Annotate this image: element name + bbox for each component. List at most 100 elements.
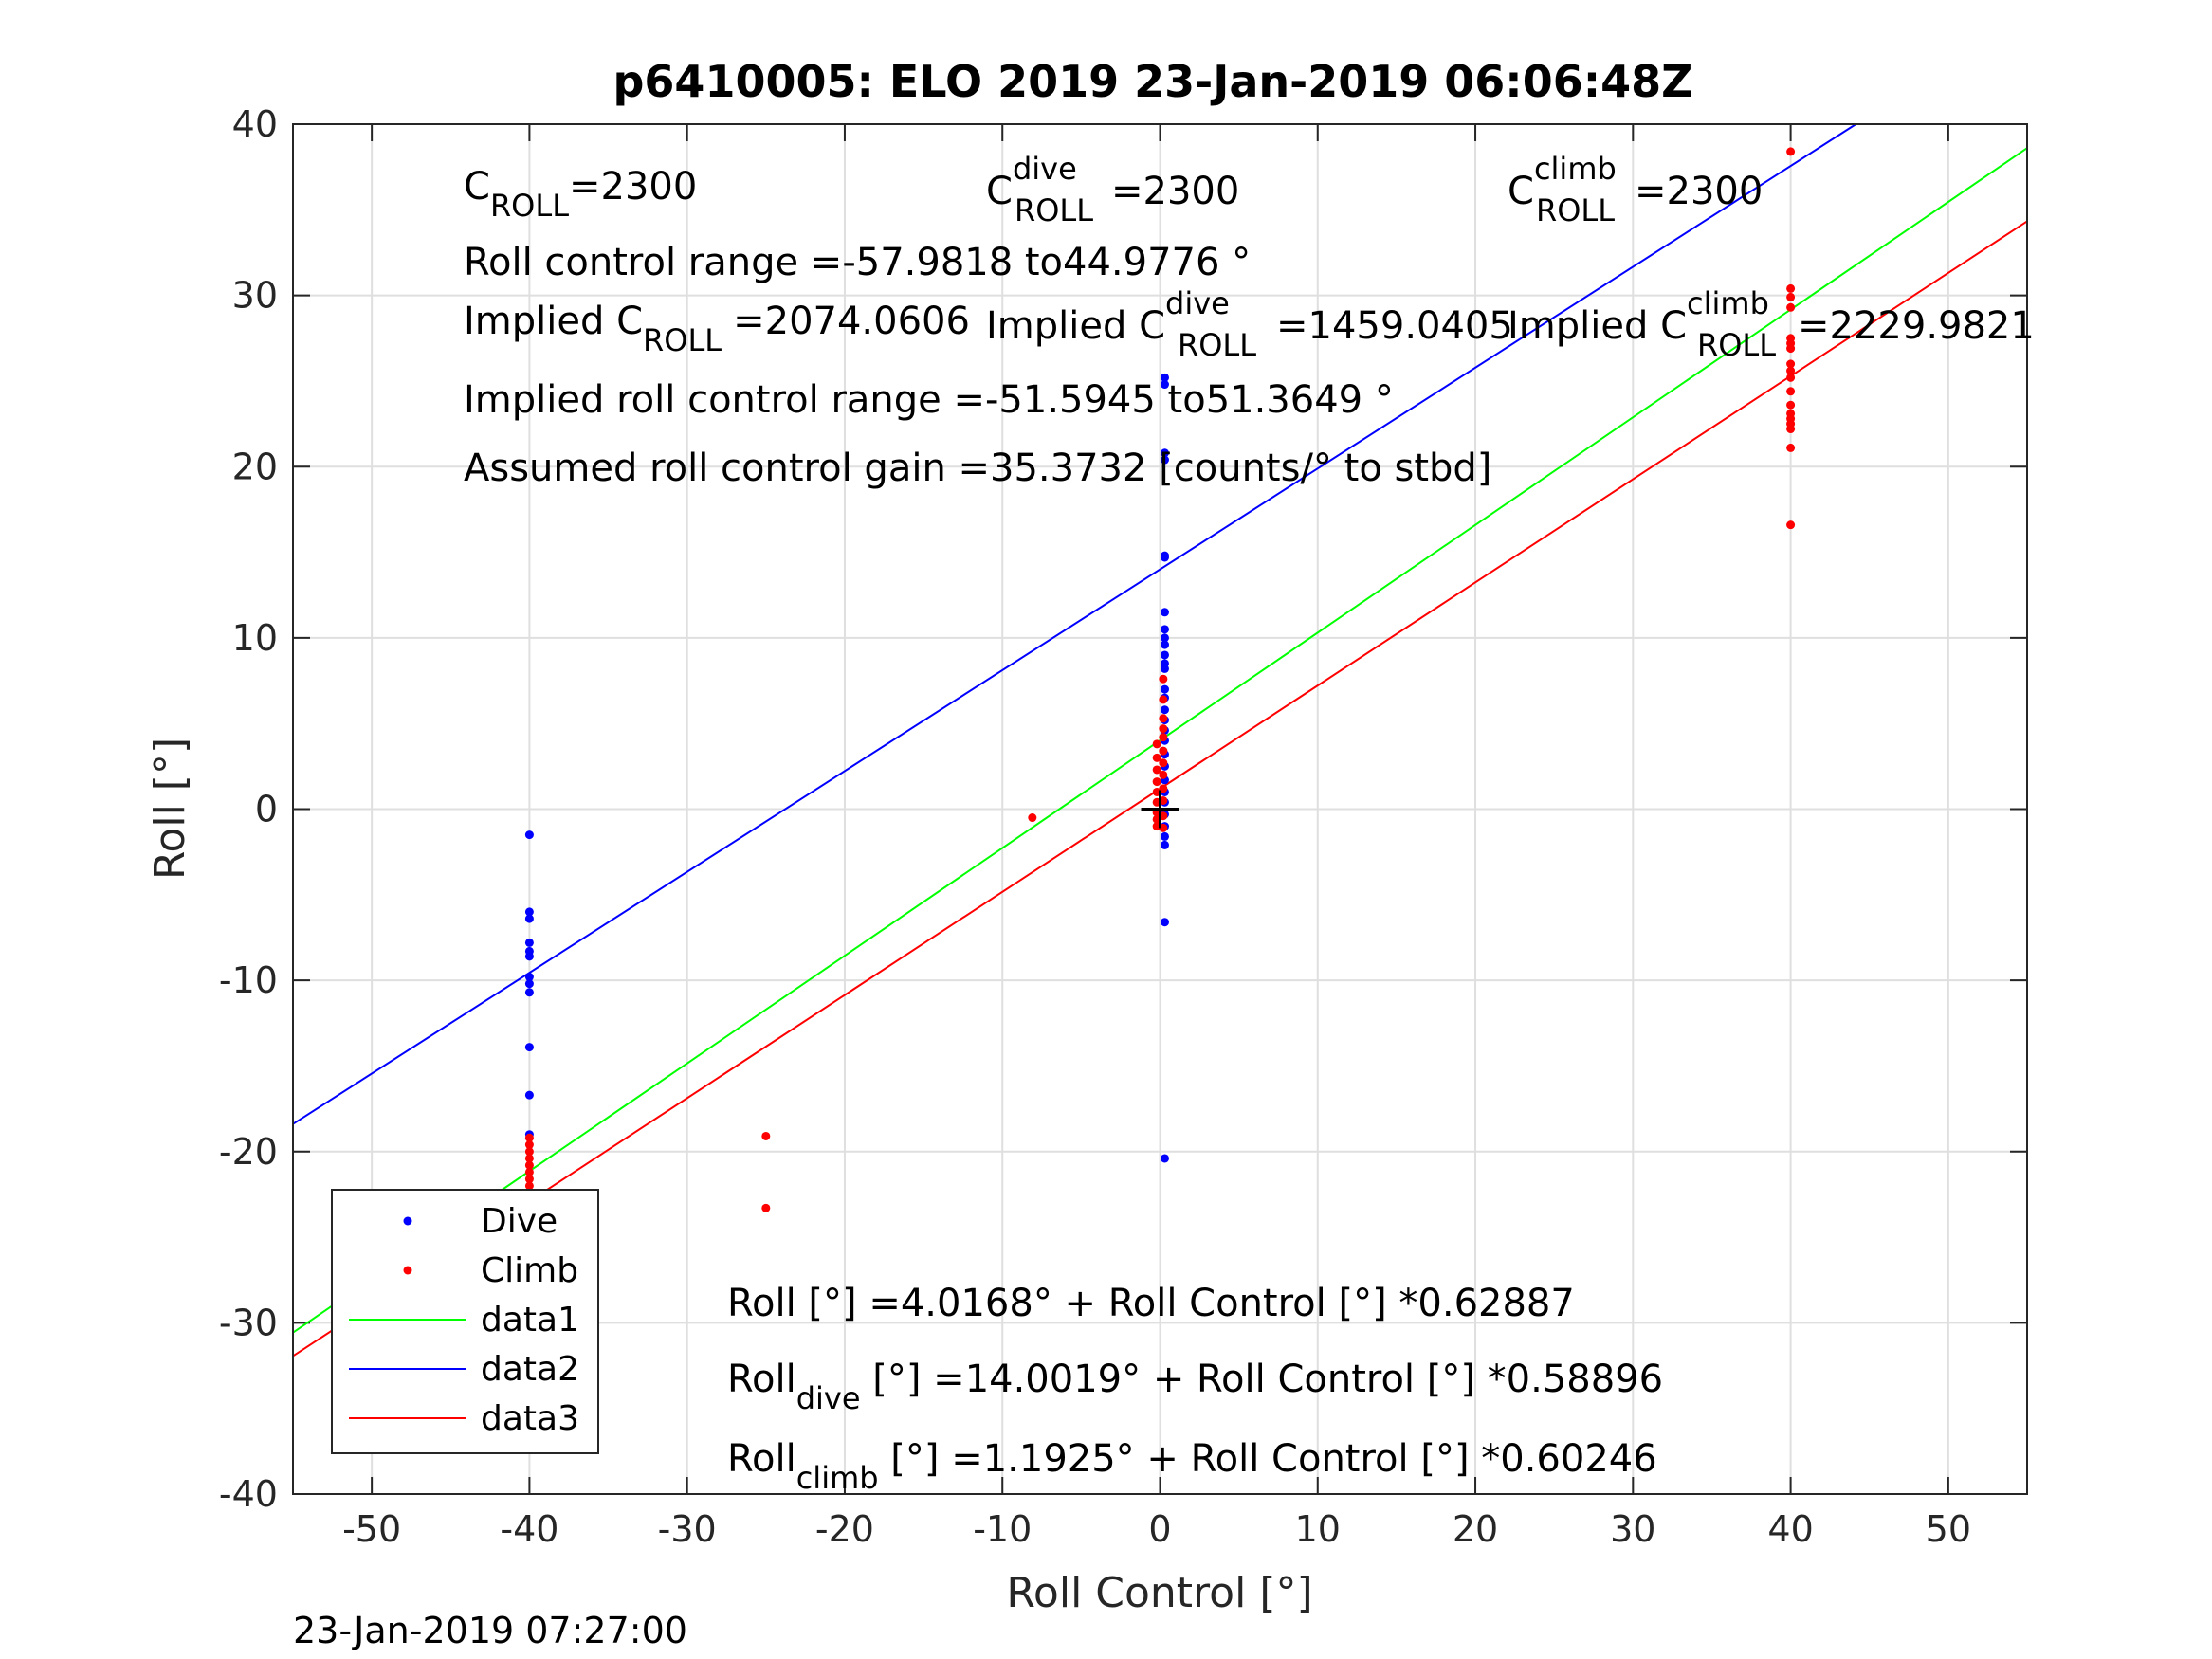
climb-point — [1159, 714, 1168, 723]
dive-point — [524, 973, 534, 982]
y-tick-label: 0 — [255, 789, 278, 830]
x-tick-label: -50 — [342, 1508, 401, 1550]
climb-point — [524, 1154, 534, 1163]
climb-point — [1159, 758, 1168, 768]
climb-point — [1152, 739, 1161, 749]
climb-point — [1786, 302, 1796, 312]
climb-point — [1159, 733, 1168, 742]
climb-point — [524, 1167, 534, 1176]
legend-marker-dive — [403, 1216, 412, 1226]
climb-point — [524, 1140, 534, 1150]
dive-point — [1160, 448, 1169, 458]
assumed-roll-control-gain: Assumed roll control gain =35.3732 [coun… — [464, 447, 1491, 490]
implied-roll-control-range: Implied roll control range =-51.5945 to5… — [464, 378, 1394, 422]
climb-point — [1159, 724, 1168, 734]
climb-point — [524, 1175, 534, 1184]
x-tick-label: -40 — [500, 1508, 558, 1550]
dive-point — [1160, 918, 1169, 927]
climb-point — [1152, 753, 1161, 762]
legend-marker-climb — [403, 1266, 412, 1275]
y-tick-label: -20 — [219, 1131, 278, 1173]
legend: Dive Climb data1 data2 data3 — [331, 1189, 599, 1454]
equation-all: Roll [°] =4.0168° + Roll Control [°] *0.… — [727, 1282, 1575, 1325]
legend-label-data2: data2 — [481, 1350, 579, 1389]
legend-label-dive: Dive — [481, 1202, 558, 1241]
dive-point — [1160, 373, 1169, 382]
legend-label-data1: data1 — [481, 1301, 579, 1340]
climb-point — [1028, 813, 1037, 823]
dive-point — [1160, 664, 1169, 673]
fit-line-data1 — [292, 147, 2028, 1334]
y-axis-label: Roll [°] — [146, 738, 194, 880]
fit-line-data2 — [292, 123, 1857, 1125]
x-axis-label: Roll Control [°] — [1006, 1569, 1312, 1617]
dive-point — [524, 907, 534, 917]
x-tick-label: -10 — [973, 1508, 1032, 1550]
y-tick-label: 40 — [232, 103, 278, 145]
roll-control-range: Roll control range =-57.9818 to44.9776 ° — [464, 241, 1251, 284]
dive-point — [524, 952, 534, 961]
legend-label-data3: data3 — [481, 1399, 579, 1438]
dive-point — [1160, 455, 1169, 465]
x-tick-label: 0 — [1148, 1508, 1171, 1550]
climb-point — [524, 1181, 534, 1191]
dive-point — [1160, 840, 1169, 849]
dive-point — [524, 1043, 534, 1052]
climb-point — [1152, 765, 1161, 775]
climb-point — [1786, 443, 1796, 452]
climb-point — [1786, 400, 1796, 410]
x-tick-label: 30 — [1610, 1508, 1655, 1550]
dive-point — [1160, 684, 1169, 694]
dive-point — [524, 938, 534, 947]
climb-point — [1786, 520, 1796, 530]
climb-point — [1152, 777, 1161, 787]
dive-point — [1160, 553, 1169, 562]
climb-point — [524, 1160, 534, 1170]
climb-point — [1786, 147, 1796, 156]
climb-point — [1786, 359, 1796, 369]
climb-point — [1159, 770, 1168, 779]
dive-point — [1160, 380, 1169, 390]
climb-point — [761, 1131, 771, 1140]
climb-point — [1786, 292, 1796, 301]
y-tick-label: -30 — [219, 1302, 278, 1343]
climb-point — [524, 1133, 534, 1142]
climb-point — [1159, 746, 1168, 756]
dive-point — [524, 988, 534, 997]
climb-point — [1159, 674, 1168, 684]
climb-point — [1786, 283, 1796, 293]
plot-frame — [292, 123, 2028, 1495]
y-tick-label: 10 — [232, 617, 278, 659]
legend-label-climb: Climb — [481, 1251, 578, 1290]
dive-point — [1160, 831, 1169, 841]
x-tick-label: 10 — [1295, 1508, 1341, 1550]
legend-box — [331, 1189, 599, 1454]
x-tick-label: -20 — [815, 1508, 874, 1550]
dive-point — [1160, 640, 1169, 649]
y-tick-label: 30 — [232, 275, 278, 317]
climb-point — [1786, 425, 1796, 434]
climb-point — [1786, 387, 1796, 396]
dive-point — [524, 1090, 534, 1100]
dive-point — [1160, 1154, 1169, 1163]
dive-point — [1160, 650, 1169, 660]
x-tick-label: 40 — [1767, 1508, 1813, 1550]
chart-title: p6410005: ELO 2019 23-Jan-2019 06:06:48Z — [613, 56, 1693, 107]
x-tick-label: 20 — [1453, 1508, 1498, 1550]
footer-timestamp: 23-Jan-2019 07:27:00 — [293, 1610, 687, 1651]
y-tick-label: 20 — [232, 446, 278, 487]
x-tick-label: -30 — [658, 1508, 717, 1550]
climb-point — [1786, 344, 1796, 354]
dive-point — [524, 914, 534, 923]
x-tick-label: 50 — [1926, 1508, 1971, 1550]
dive-point — [1160, 608, 1169, 617]
dive-point — [1160, 625, 1169, 634]
climb-point — [524, 1147, 534, 1157]
y-tick-label: -10 — [219, 959, 278, 1001]
dive-point — [1160, 633, 1169, 643]
dive-point — [524, 979, 534, 989]
climb-point — [1159, 695, 1168, 704]
climb-point — [1786, 366, 1796, 375]
origin-marker — [1141, 790, 1179, 829]
